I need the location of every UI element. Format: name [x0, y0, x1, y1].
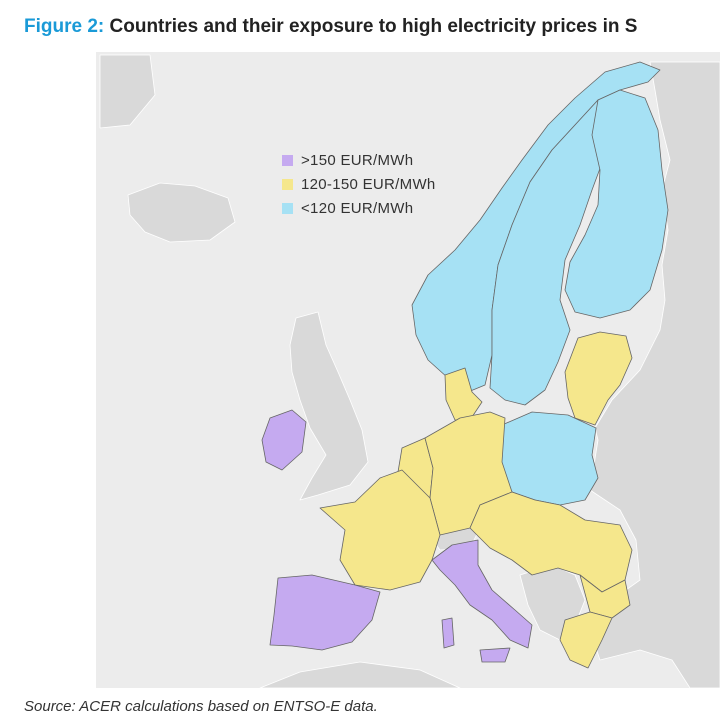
- map-canvas: [99, 54, 720, 688]
- low-price-layer: [411, 61, 669, 506]
- iberia-region: [269, 574, 381, 651]
- poland-region: [499, 411, 599, 506]
- legend-label-mid: 120-150 EUR/MWh: [301, 175, 436, 193]
- great-britain-land: [289, 311, 369, 501]
- figure-label: Figure 2:: [24, 16, 105, 37]
- greece-region: [559, 611, 613, 669]
- europe-map: >150 EUR/MWh 120-150 EUR/MWh <120 EUR/MW…: [96, 52, 720, 688]
- baltics-region: [564, 331, 633, 426]
- legend-label-high: >150 EUR/MWh: [301, 151, 414, 169]
- legend-swatch-mid: [282, 178, 293, 190]
- source-note: Source: ACER calculations based on ENTSO…: [24, 698, 378, 715]
- legend-item-mid: 120-150 EUR/MWh: [282, 172, 436, 196]
- north-africa-land: [259, 661, 461, 688]
- legend-item-low: <120 EUR/MWh: [282, 196, 436, 220]
- ireland-region: [261, 409, 307, 471]
- iceland-land: [127, 182, 236, 243]
- legend-swatch-low: [282, 202, 293, 214]
- figure-title: Figure 2: Countries and their exposure t…: [24, 16, 720, 38]
- italy-region: [431, 539, 533, 649]
- legend-item-high: >150 EUR/MWh: [282, 148, 436, 172]
- denmark-region: [444, 367, 483, 421]
- mid-price-layer: [319, 331, 633, 669]
- map-legend: >150 EUR/MWh 120-150 EUR/MWh <120 EUR/MW…: [282, 148, 436, 220]
- sardinia-region: [441, 617, 455, 649]
- finland-region: [564, 89, 669, 319]
- sweden-region: [489, 99, 616, 406]
- central-europe-region: [469, 491, 633, 593]
- greenland-land: [99, 54, 156, 129]
- figure-title-text: Countries and their exposure to high ele…: [109, 16, 638, 37]
- high-price-layer: [261, 409, 533, 663]
- legend-label-low: <120 EUR/MWh: [301, 199, 414, 217]
- sicily-region: [479, 647, 511, 663]
- legend-swatch-high: [282, 154, 293, 166]
